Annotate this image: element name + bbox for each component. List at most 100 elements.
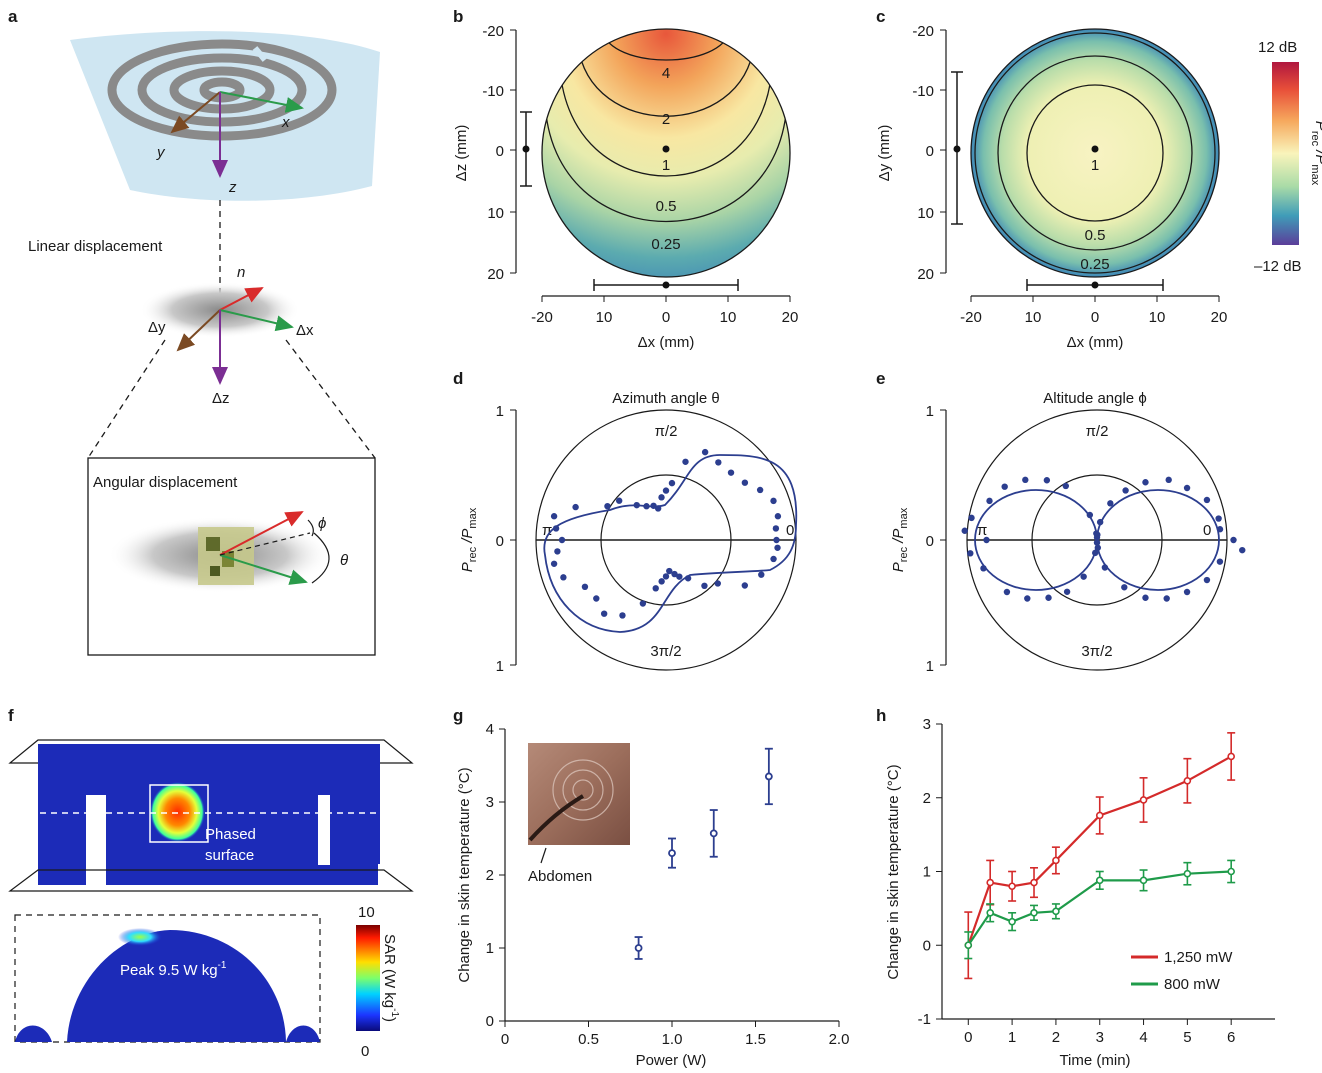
tick-label: -10 [912,83,934,100]
polar-point [639,600,647,607]
contour-label: 0.5 [656,198,677,215]
data-point [1227,867,1235,876]
data-point [1052,907,1060,916]
panel-h-marks [964,732,1236,980]
tick-label: 10 [1025,309,1042,326]
polar-point [650,502,657,509]
contour-label: 0.25 [1080,256,1109,273]
angle-label: π [542,522,552,539]
polar-point [774,513,782,520]
panel-e-title: Altitude angle ϕ [1043,390,1146,407]
sar-colorbar-top: 10 [358,904,375,921]
polar-point [1142,479,1149,486]
polar-point [715,459,722,466]
tick-label: -20 [531,309,553,326]
angle-label: π [977,522,987,539]
linear-displacement-label: Linear displacement [28,238,163,255]
polar-point [1094,544,1102,551]
sar-colorbar [356,925,380,1031]
polar-point [1239,546,1246,554]
sar-hotspot [150,782,205,842]
dx-axis-label: Δx [296,322,314,339]
peak-label: Peak 9.5 W kg-1 [120,960,227,979]
polar-point [550,560,558,567]
tick-label: 2 [923,790,931,807]
polar-point [1093,539,1101,546]
polar-point [1165,476,1172,484]
polar-point [1216,558,1224,565]
panel-a: a x y z Linear displacement n Δx Δy Δz A… [8,7,380,656]
tick-label: 1 [926,658,934,675]
polar-point [1086,511,1094,519]
polar-point [615,497,623,504]
polar-point [652,585,659,592]
polar-point [772,525,780,532]
tick-label: 1.5 [745,1031,766,1048]
panel-b: b 4 2 1 0.5 0.25 -20 -10 0 10 20 Δz (mm) [453,7,798,351]
panel-b-ylabel: Δz (mm) [453,125,470,182]
panel-h-letter: h [876,706,886,725]
tick-label: 1 [1008,1029,1016,1046]
polar-point [1024,595,1031,602]
polar-point [1043,477,1051,484]
legend-label: 800 mW [1164,976,1221,993]
data-point [1227,752,1235,761]
tick-label: 20 [1211,309,1228,326]
panel-c: c 1 0.5 0.25 -20 -10 0 10 20 Δy (mm) [876,7,1322,351]
polar-point [658,578,665,585]
tick-label: 1 [926,403,934,420]
panel-g: g Abdomen 0 1 2 3 4 0 0.5 1.0 1.5 2.0 Power (W) C… [453,706,849,1069]
polar-point [773,536,780,544]
tick-label: 0 [926,143,934,160]
coil-z-label: z [228,179,237,196]
panel-b-yticks: -20 -10 0 10 20 [482,23,516,283]
tick-label: 5 [1183,1029,1191,1046]
panel-b-xlabel: Δx (mm) [638,334,695,351]
panel-d-points [550,448,782,619]
tick-label: -20 [960,309,982,326]
polar-point [643,503,650,510]
panel-d-letter: d [453,369,463,388]
panel-c-yticks: -20 -10 0 10 20 [912,23,946,283]
polar-point [1022,476,1029,484]
tick-label: 2 [486,867,494,884]
data-point [1030,878,1038,887]
data-point [1095,811,1104,820]
colorbar-label: Prec /Pmax [1309,121,1322,186]
polar-point [1062,482,1070,490]
polar-point [1101,564,1109,571]
dy-axis-label: Δy [148,319,166,336]
tick-label: 0 [496,533,504,550]
phi-label: ϕ [318,515,326,532]
polar-point [560,574,567,581]
panel-d-fit-curve [543,454,798,633]
tick-label: 0 [964,1029,972,1046]
panel-f-letter: f [8,706,14,725]
tick-label: 1 [486,940,494,957]
tick-label: 0 [926,533,934,550]
theta-label: θ [340,552,348,569]
polar-point [1003,588,1011,596]
n-axis-label: n [237,264,245,281]
panel-b-xticks: -20 10 0 10 20 [531,296,798,326]
tick-label: 2 [1052,1029,1060,1046]
tick-label: 4 [1139,1029,1147,1046]
polar-point [1122,487,1129,494]
polar-point [1203,496,1211,504]
panel-g-xlabel: Power (W) [636,1052,707,1069]
data-point [986,878,994,887]
polar-point [676,573,683,580]
panel-d-ylabel: Prec /Pmax [459,507,479,572]
series-line [967,755,1232,946]
data-point [1008,917,1016,926]
angle-label: 0 [786,522,794,539]
polar-point [770,497,777,505]
panel-c-xticks: -20 10 0 10 20 [960,296,1227,326]
sar-colorbar-bottom: 0 [361,1043,369,1060]
polar-point [668,479,676,487]
polar-point [727,469,735,476]
tick-label: 3 [923,716,931,733]
polar-point [684,575,692,582]
polar-point [550,513,558,520]
